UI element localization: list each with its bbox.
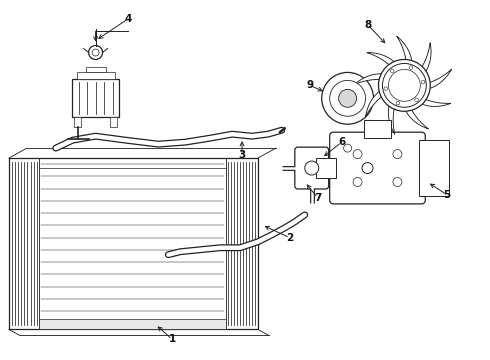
Text: 1: 1 [169, 334, 176, 345]
Circle shape [353, 177, 362, 186]
Bar [86, 67, 105, 72]
Circle shape [393, 177, 402, 186]
Circle shape [415, 98, 418, 102]
Circle shape [322, 72, 373, 124]
Text: 5: 5 [443, 190, 451, 200]
Circle shape [92, 49, 99, 56]
Circle shape [343, 144, 352, 152]
Polygon shape [420, 99, 451, 107]
Bar [76, 72, 115, 80]
FancyBboxPatch shape [330, 132, 425, 204]
Circle shape [383, 63, 426, 107]
Circle shape [378, 59, 430, 111]
Circle shape [339, 89, 357, 107]
Circle shape [353, 150, 362, 159]
Polygon shape [367, 53, 395, 66]
Bar [72, 80, 120, 117]
FancyBboxPatch shape [295, 147, 329, 189]
Text: 3: 3 [239, 150, 245, 160]
Circle shape [362, 163, 373, 174]
Circle shape [330, 80, 366, 116]
Text: 7: 7 [314, 193, 321, 203]
Circle shape [421, 80, 425, 84]
Bar [74, 117, 81, 127]
Circle shape [396, 102, 400, 105]
Polygon shape [366, 90, 383, 117]
Bar [316, 158, 336, 178]
Bar [364, 120, 392, 138]
Text: 2: 2 [286, 233, 294, 243]
Polygon shape [405, 108, 428, 129]
Text: 8: 8 [364, 19, 371, 30]
Polygon shape [421, 43, 431, 73]
Bar [9, 158, 258, 329]
Bar [110, 117, 117, 127]
Polygon shape [389, 104, 395, 134]
Circle shape [393, 150, 402, 159]
Polygon shape [397, 36, 412, 63]
Text: 9: 9 [306, 80, 313, 90]
Circle shape [389, 69, 420, 101]
Bar [419, 140, 449, 196]
Bar [39, 319, 226, 329]
Text: 4: 4 [125, 14, 132, 24]
Circle shape [409, 66, 413, 69]
Circle shape [384, 87, 388, 90]
Polygon shape [355, 74, 383, 84]
Circle shape [89, 45, 102, 59]
Circle shape [391, 69, 394, 73]
Polygon shape [428, 69, 451, 89]
Circle shape [305, 161, 318, 175]
Text: 6: 6 [338, 137, 345, 147]
